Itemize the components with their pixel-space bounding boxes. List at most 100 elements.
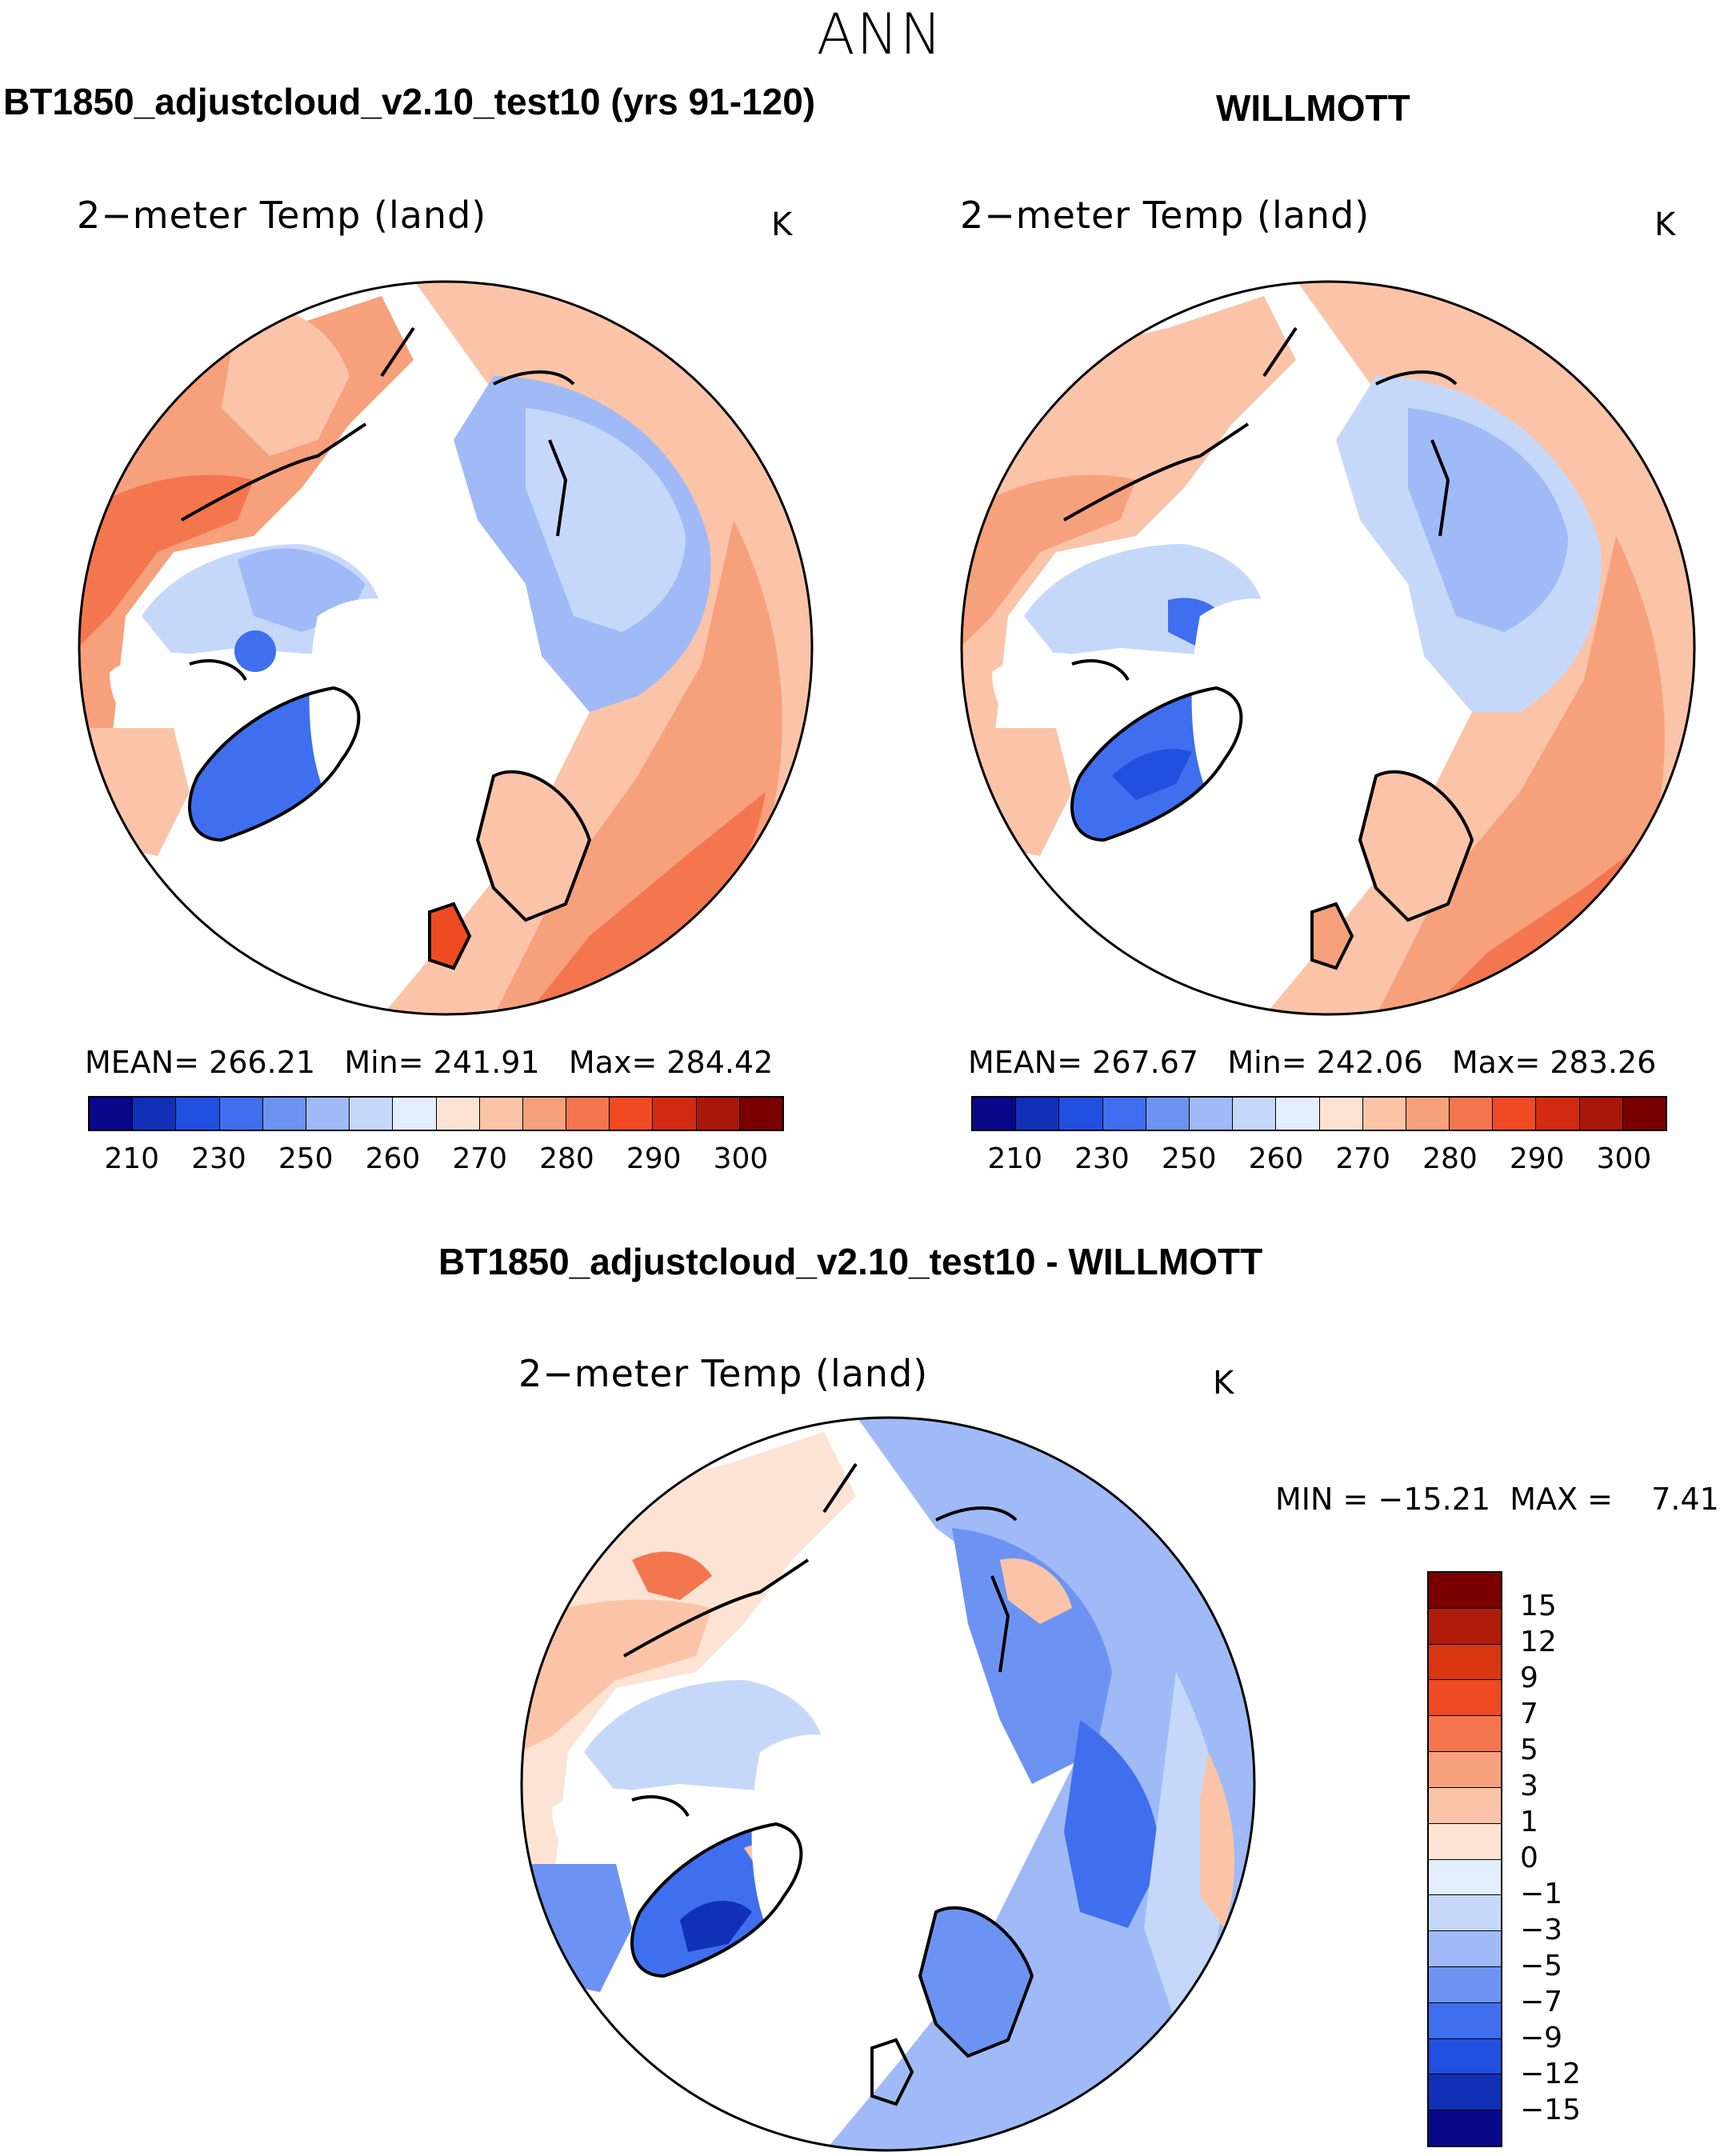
colorbar-tick-label: −12 (1520, 2058, 1581, 2090)
colorbar-swatch (1319, 1098, 1363, 1130)
model-polar-map (78, 280, 814, 1016)
obs-polar-map (960, 280, 1696, 1016)
obs-colorbar (971, 1096, 1667, 1131)
colorbar-tick-label: 290 (626, 1142, 682, 1175)
colorbar-tick-label: 250 (278, 1142, 334, 1175)
colorbar-tick-label: 300 (713, 1142, 769, 1175)
colorbar-tick-label: −9 (1520, 2022, 1563, 2054)
colorbar-tick-label: 5 (1520, 1734, 1538, 1766)
colorbar-tick-label: 290 (1509, 1142, 1565, 1175)
colorbar-tick-label: 210 (987, 1142, 1043, 1175)
colorbar-swatch (566, 1098, 610, 1130)
obs-colorbar-ticks: 210 230 250 260 270 280 290 300 (971, 1142, 1667, 1178)
colorbar-tick-label: 280 (539, 1142, 594, 1175)
colorbar-swatch (522, 1098, 567, 1130)
colorbar-tick-label: 270 (1335, 1142, 1391, 1175)
colorbar-tick-label: 250 (1161, 1142, 1217, 1175)
colorbar-swatch (1233, 1098, 1277, 1130)
colorbar-tick-label: 12 (1520, 1626, 1557, 1658)
colorbar-tick-label: 300 (1596, 1142, 1652, 1175)
colorbar-swatch (610, 1098, 654, 1130)
colorbar-tick-label: 0 (1520, 1842, 1538, 1874)
colorbar-swatch (1429, 1966, 1501, 2003)
colorbar-swatch (350, 1098, 394, 1130)
colorbar-swatch (1579, 1098, 1623, 1130)
colorbar-swatch (1429, 1823, 1501, 1860)
model-variable-label: 2−meter Temp (land) (77, 194, 487, 237)
diff-polar-map (520, 1416, 1256, 2152)
colorbar-swatch (306, 1098, 350, 1130)
colorbar-swatch (1429, 2038, 1501, 2075)
colorbar-swatch (1429, 1716, 1501, 1753)
colorbar-swatch (479, 1098, 523, 1130)
colorbar-swatch (1429, 2002, 1501, 2039)
colorbar-tick-label: 15 (1520, 1590, 1557, 1622)
model-colorbar (88, 1096, 784, 1131)
colorbar-swatch (1102, 1098, 1146, 1130)
model-unit-label: K (771, 206, 793, 243)
colorbar-swatch (1362, 1098, 1406, 1130)
colorbar-tick-label: −1 (1520, 1878, 1563, 1910)
colorbar-tick-label: −7 (1520, 1986, 1563, 2018)
obs-stats: MEAN= 267.67 Min= 242.06 Max= 283.26 (968, 1045, 1657, 1080)
model-stats: MEAN= 266.21 Min= 241.91 Max= 284.42 (85, 1045, 774, 1080)
colorbar-tick-label: 280 (1422, 1142, 1478, 1175)
colorbar-swatch (1536, 1098, 1580, 1130)
diff-variable-label: 2−meter Temp (land) (518, 1352, 929, 1395)
colorbar-swatch (1059, 1098, 1103, 1130)
season-title: ANN (816, 2, 944, 67)
colorbar-swatch (1429, 1644, 1501, 1681)
colorbar-swatch (1276, 1098, 1320, 1130)
colorbar-swatch (1429, 2110, 1501, 2146)
colorbar-swatch (1429, 1752, 1501, 1788)
obs-unit-label: K (1654, 206, 1676, 243)
diff-panel-title: BT1850_adjustcloud_v2.10_test10 - WILLMO… (438, 1241, 1263, 1282)
model-panel-title: BT1850_adjustcloud_v2.10_test10 (yrs 91-… (3, 81, 816, 122)
diff-colorbar (1427, 1571, 1502, 2147)
colorbar-tick-label: 7 (1520, 1698, 1538, 1730)
obs-variable-label: 2−meter Temp (land) (960, 194, 1370, 237)
colorbar-tick-label: 230 (1074, 1142, 1130, 1175)
colorbar-swatch (1429, 1931, 1501, 1967)
colorbar-swatch (1429, 1895, 1501, 1932)
colorbar-swatch (1016, 1098, 1060, 1130)
colorbar-tick-label: −3 (1520, 1914, 1563, 1946)
colorbar-tick-label: 260 (1248, 1142, 1304, 1175)
diff-stats: MIN = −15.21 MAX = 7.41 (1275, 1482, 1719, 1517)
colorbar-swatch (1189, 1098, 1234, 1130)
colorbar-swatch (133, 1098, 177, 1130)
colorbar-swatch (90, 1098, 134, 1130)
colorbar-tick-label: 270 (452, 1142, 508, 1175)
diff-colorbar-ticks: 15 12 9 7 5 3 1 0 −1 −3 −5 −7 −9 −12 −15 (1520, 1571, 1600, 2147)
obs-panel-title: WILLMOTT (1216, 87, 1410, 129)
colorbar-swatch (1429, 1608, 1501, 1645)
colorbar-swatch (1622, 1098, 1666, 1130)
colorbar-swatch (1429, 1573, 1501, 1609)
colorbar-tick-label: 260 (365, 1142, 421, 1175)
colorbar-swatch (1146, 1098, 1190, 1130)
diff-unit-label: K (1213, 1365, 1234, 1402)
colorbar-swatch (1429, 2074, 1501, 2111)
colorbar-swatch (696, 1098, 740, 1130)
colorbar-swatch (653, 1098, 697, 1130)
colorbar-swatch (1429, 1859, 1501, 1896)
colorbar-swatch (973, 1098, 1017, 1130)
colorbar-swatch (176, 1098, 220, 1130)
colorbar-swatch (219, 1098, 263, 1130)
colorbar-tick-label: 9 (1520, 1662, 1538, 1694)
colorbar-swatch (393, 1098, 437, 1130)
model-colorbar-ticks: 210 230 250 260 270 280 290 300 (88, 1142, 784, 1178)
colorbar-swatch (1406, 1098, 1450, 1130)
colorbar-tick-label: 3 (1520, 1770, 1538, 1802)
colorbar-tick-label: 210 (104, 1142, 160, 1175)
colorbar-swatch (739, 1098, 782, 1130)
colorbar-swatch (436, 1098, 480, 1130)
colorbar-swatch (1493, 1098, 1537, 1130)
colorbar-tick-label: 1 (1520, 1806, 1538, 1838)
colorbar-swatch (262, 1098, 306, 1130)
colorbar-swatch (1429, 1787, 1501, 1824)
colorbar-swatch (1450, 1098, 1494, 1130)
colorbar-tick-label: −5 (1520, 1950, 1563, 1982)
colorbar-tick-label: 230 (191, 1142, 246, 1175)
colorbar-tick-label: −15 (1520, 2094, 1581, 2126)
